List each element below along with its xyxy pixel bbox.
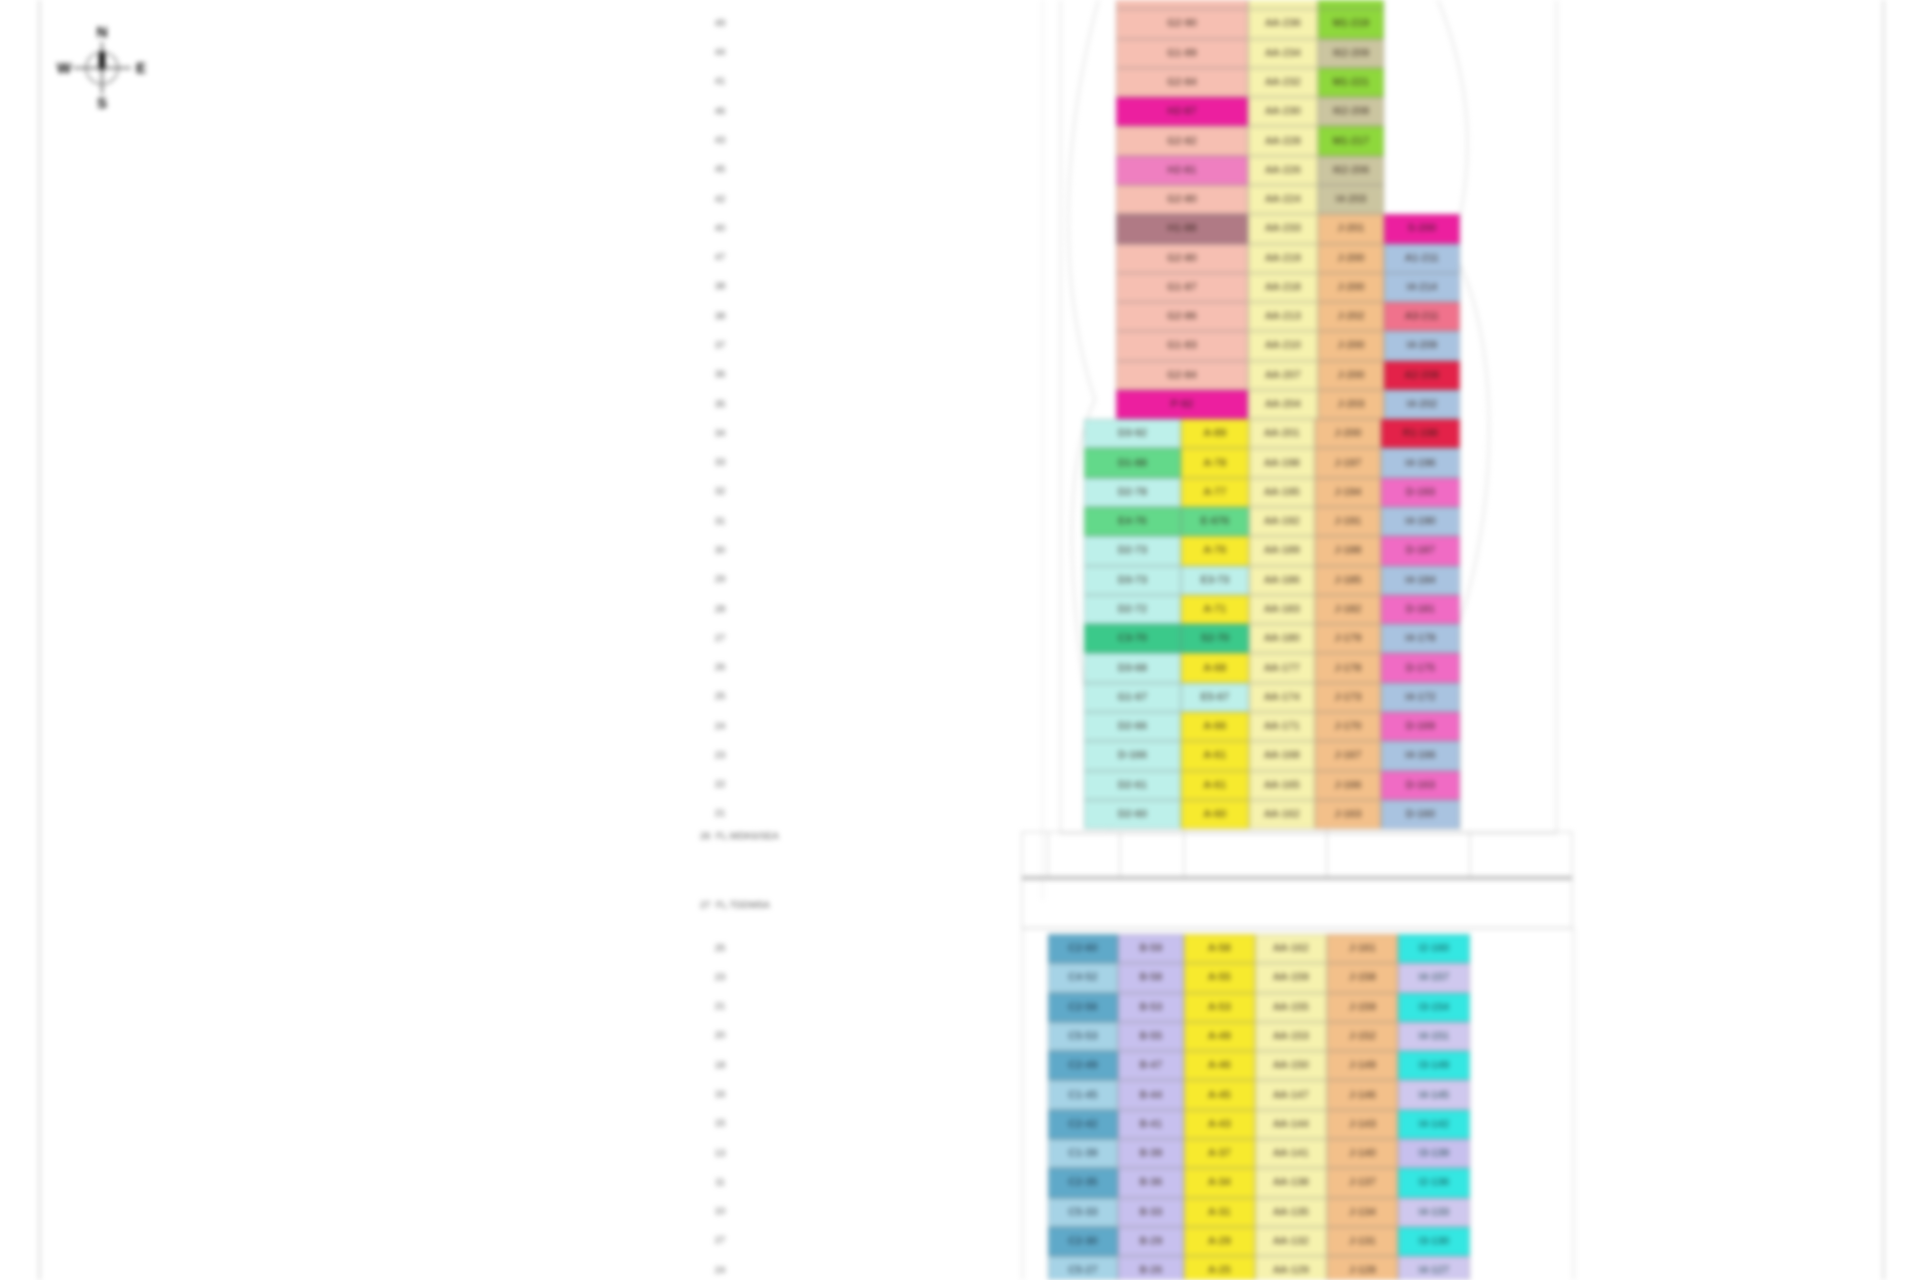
svg-text:N: N xyxy=(97,24,108,41)
svg-text:W: W xyxy=(57,60,72,77)
svg-text:S: S xyxy=(97,95,107,112)
svg-text:E: E xyxy=(136,60,146,77)
